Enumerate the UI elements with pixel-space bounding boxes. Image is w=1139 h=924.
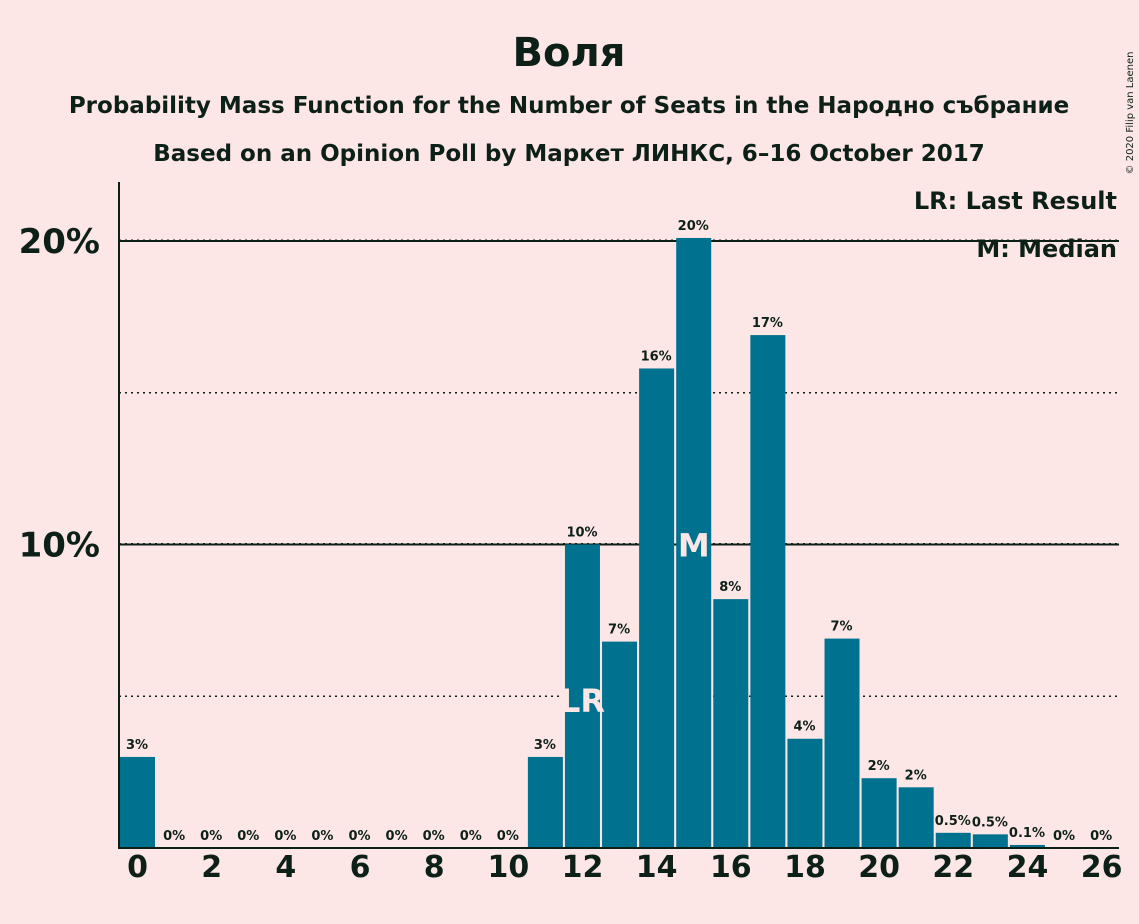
data-label: 0% — [497, 829, 519, 844]
bar — [527, 756, 563, 848]
data-label: 20% — [678, 219, 709, 234]
data-labels: 3% 0% 0% 0% 0% 0% 0% 0% 0% 0% 0% 3% 10% 7% 16% 20% 8% 17%… — [126, 219, 1112, 844]
axes: 10%20%0 2 4 6 8 10 12 14 16 18 20 22 24 26 — [19, 182, 1123, 885]
legend-last-result: LR: Last Result — [914, 187, 1117, 215]
data-label: 0.1% — [1009, 826, 1045, 841]
copyright-note: © 2020 Filip van Laenen — [1125, 52, 1136, 175]
bar — [824, 638, 860, 848]
bar — [898, 787, 934, 848]
x-tick-label: 20 — [858, 850, 900, 885]
data-label: 0.5% — [972, 815, 1008, 830]
x-tick-label: 8 — [424, 850, 445, 885]
data-label: 7% — [831, 620, 853, 635]
bar — [564, 544, 600, 848]
data-label: 7% — [608, 623, 630, 638]
bar — [972, 834, 1008, 848]
x-tick-label: 6 — [350, 850, 371, 885]
data-label: 3% — [126, 738, 148, 753]
bar — [935, 832, 971, 848]
data-label: 0% — [1090, 829, 1112, 844]
data-label: 2% — [868, 759, 890, 774]
x-tick-label: 14 — [636, 850, 678, 885]
bar — [639, 368, 675, 848]
data-label: 0% — [274, 829, 296, 844]
data-label: 0% — [237, 829, 259, 844]
x-tick-label: 24 — [1007, 850, 1049, 885]
bar — [861, 778, 897, 848]
data-label: 8% — [719, 580, 741, 595]
data-label: 0% — [348, 829, 370, 844]
bar — [750, 335, 786, 849]
last-result-marker: LR — [560, 682, 605, 720]
data-label: 0% — [386, 829, 408, 844]
data-label: 16% — [641, 349, 672, 364]
bars — [120, 237, 1045, 849]
x-tick-label: 12 — [562, 850, 604, 885]
x-tick-label: 2 — [201, 850, 222, 885]
y-tick-label: 10% — [19, 526, 100, 566]
bar — [602, 641, 638, 848]
data-label: 17% — [752, 316, 783, 331]
bar — [1009, 844, 1045, 848]
x-tick-label: 4 — [275, 850, 296, 885]
x-tick-label: 0 — [127, 850, 148, 885]
chart-title: Воля — [513, 30, 626, 76]
data-label: 0.5% — [935, 814, 971, 829]
bar — [676, 237, 712, 849]
x-tick-label: 26 — [1081, 850, 1123, 885]
data-label: 3% — [534, 738, 556, 753]
data-label: 0% — [311, 829, 333, 844]
data-label: 0% — [423, 829, 445, 844]
chart-subtitle-1: Probability Mass Function for the Number… — [69, 93, 1069, 119]
data-label: 4% — [793, 720, 815, 735]
x-tick-label: 10 — [487, 850, 529, 885]
chart-subtitle-2: Based on an Opinion Poll by Маркет ЛИНКС… — [153, 141, 985, 167]
legend-median: M: Median — [976, 235, 1117, 263]
data-label: 10% — [566, 526, 597, 541]
bar — [787, 738, 823, 848]
median-marker: M — [678, 527, 710, 565]
bar — [120, 756, 155, 848]
data-label: 2% — [905, 768, 927, 783]
bar — [713, 599, 749, 848]
x-tick-label: 16 — [710, 850, 752, 885]
y-tick-label: 20% — [19, 222, 100, 262]
x-tick-label: 22 — [932, 850, 974, 885]
data-label: 0% — [460, 829, 482, 844]
data-label: 0% — [163, 829, 185, 844]
x-tick-label: 18 — [784, 850, 826, 885]
markers: LR M — [560, 527, 710, 721]
data-label: 0% — [200, 829, 222, 844]
data-label: 0% — [1053, 829, 1075, 844]
